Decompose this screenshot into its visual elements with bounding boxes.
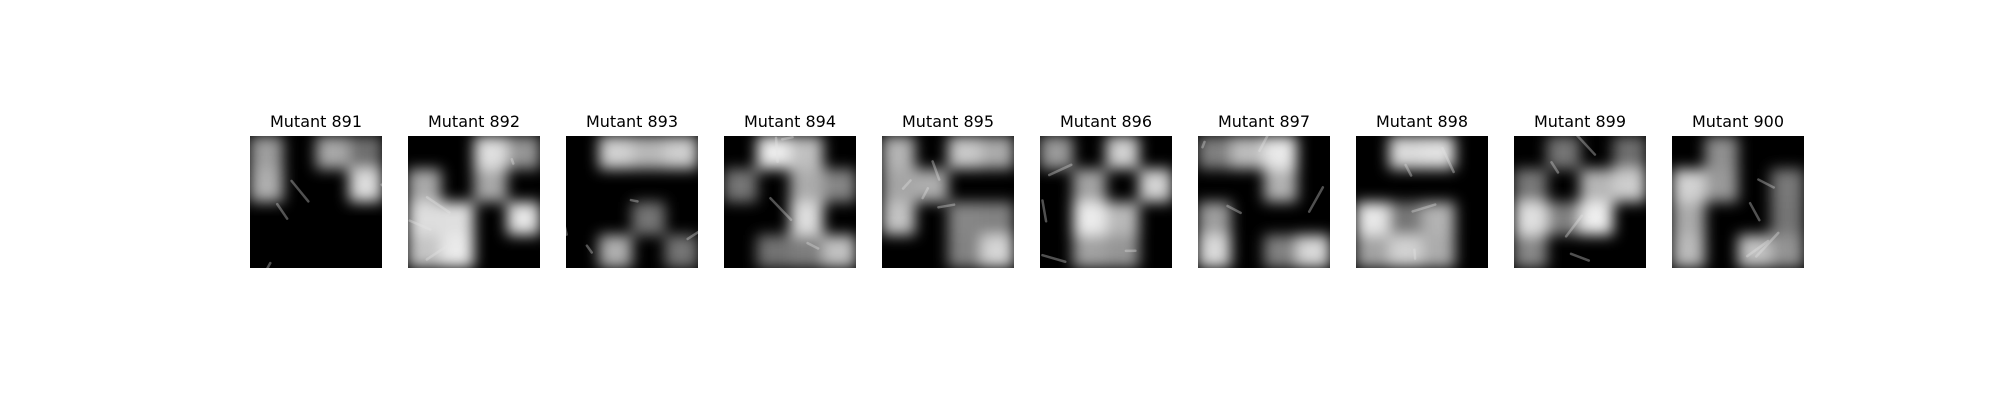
mutant-image-893	[566, 136, 698, 268]
panel-title: Mutant 899	[1533, 112, 1627, 131]
mutant-panel-894: Mutant 894	[724, 112, 856, 268]
mutant-image-894	[724, 136, 856, 268]
mutant-image-900	[1672, 136, 1804, 268]
mutant-panel-896: Mutant 896	[1040, 112, 1172, 268]
mutant-panel-897: Mutant 897	[1198, 112, 1330, 268]
mutant-panel-898: Mutant 898	[1356, 112, 1488, 268]
panel-title: Mutant 898	[1375, 112, 1469, 131]
mutant-panel-893: Mutant 893	[566, 112, 698, 268]
mutant-image-899	[1514, 136, 1646, 268]
panel-title: Mutant 894	[743, 112, 837, 131]
mutant-image-898	[1356, 136, 1488, 268]
panel-title: Mutant 892	[427, 112, 521, 131]
mutant-panel-895: Mutant 895	[882, 112, 1014, 268]
mutant-panel-891: Mutant 891	[250, 112, 382, 268]
mutant-image-896	[1040, 136, 1172, 268]
mutant-image-897	[1198, 136, 1330, 268]
panel-title: Mutant 893	[585, 112, 679, 131]
panel-title: Mutant 895	[901, 112, 995, 131]
panel-title: Mutant 897	[1217, 112, 1311, 131]
panel-title: Mutant 891	[269, 112, 363, 131]
panel-title: Mutant 900	[1691, 112, 1785, 131]
panel-title: Mutant 896	[1059, 112, 1153, 131]
mutant-image-891	[250, 136, 382, 268]
mutant-image-892	[408, 136, 540, 268]
mutant-panel-900: Mutant 900	[1672, 112, 1804, 268]
mutant-image-895	[882, 136, 1014, 268]
mutant-panel-899: Mutant 899	[1514, 112, 1646, 268]
mutant-panel-892: Mutant 892	[408, 112, 540, 268]
